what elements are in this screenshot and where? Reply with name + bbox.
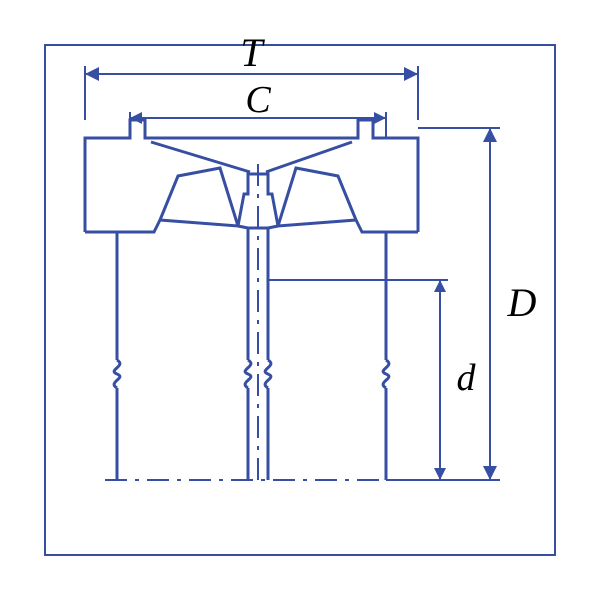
label-T: T	[240, 30, 265, 75]
label-d: d	[457, 357, 477, 399]
label-D: D	[507, 280, 537, 325]
label-C: C	[245, 79, 271, 121]
